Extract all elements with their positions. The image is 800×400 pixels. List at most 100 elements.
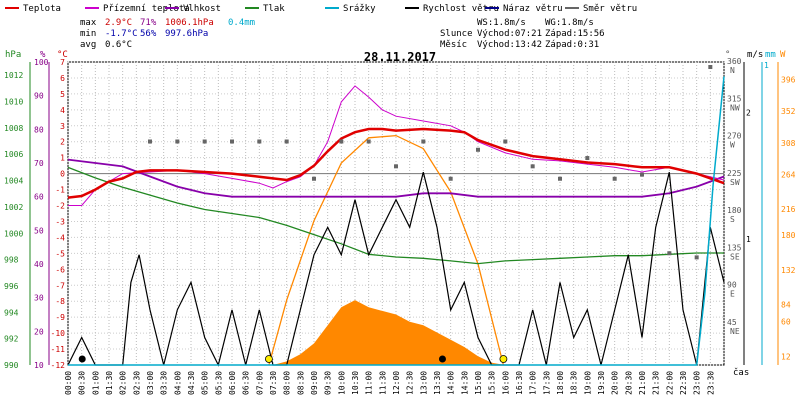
pct-tick-label: 20 [34, 327, 44, 336]
mm-tick-label: 1 [764, 61, 769, 70]
wind-direction-marker [175, 139, 180, 144]
plot-area [67, 65, 725, 367]
x-tick-label: 03:30 [160, 371, 169, 395]
info-moon-label: Měsíc [440, 40, 467, 50]
pct-tick-label: 80 [34, 125, 44, 134]
hpa-axis-label: hPa [5, 50, 21, 60]
c-tick-label: -9 [55, 313, 65, 322]
mm-axis-label: mm [765, 50, 776, 60]
stat-avg-label: avg [80, 40, 96, 50]
x-tick-label: 01:00 [91, 371, 100, 395]
dir-tick-name: S [730, 215, 735, 224]
hpa-tick-label: 992 [4, 335, 19, 344]
dir-tick-name: W [730, 141, 735, 150]
stat-max-label: max [80, 18, 97, 28]
x-tick-label: 17:00 [529, 371, 538, 395]
x-tick-label: 08:00 [283, 371, 292, 395]
legend-label: Srážky [343, 4, 376, 14]
dir-tick-name: NW [730, 103, 740, 112]
wind-direction-marker [421, 139, 426, 144]
wind-direction-marker [476, 147, 480, 152]
x-tick-label: 02:30 [132, 371, 141, 395]
dir-tick-name: E [730, 290, 735, 299]
humidity-line [67, 158, 725, 198]
c-tick-label: -12 [51, 361, 66, 370]
wind-direction-marker [640, 172, 644, 177]
w-tick-label: 132 [781, 266, 796, 275]
stat-max-hum: 71% [140, 18, 157, 28]
info-sun-rise: Východ:07:21 [477, 29, 542, 39]
pressure-line [67, 166, 724, 265]
dir-tick-name: NE [730, 327, 740, 336]
wind-direction-marker [694, 255, 699, 260]
pct-tick-label: 30 [34, 294, 44, 303]
wind-direction-marker [339, 139, 344, 144]
info-moon-rise: Východ:13:42 [477, 40, 542, 50]
c-tick-label: 1 [60, 154, 65, 163]
wind-direction-marker [148, 139, 152, 144]
x-tick-label: 16:30 [515, 371, 524, 395]
w-tick-label: 60 [781, 318, 791, 327]
wind-speed-line [67, 172, 725, 367]
stat-max-press: 1006.1hPa [165, 18, 214, 28]
c-tick-label: -4 [55, 233, 65, 242]
wind-direction-marker [230, 139, 234, 144]
x-tick-label: 01:30 [105, 371, 114, 395]
legend-label: Přízemní teplota [103, 4, 190, 14]
wind-direction-marker [667, 251, 672, 256]
wind-direction-marker [612, 176, 617, 181]
stat-min-temp: -1.7°C [105, 29, 138, 39]
dir-tick-name: N [730, 66, 735, 75]
x-tick-label: 14:00 [447, 371, 456, 395]
x-tick-label: 04:00 [173, 371, 182, 395]
pct-axis-label: % [40, 50, 46, 60]
x-tick-label: 12:30 [406, 371, 415, 395]
x-tick-label: 20:00 [611, 371, 620, 395]
x-tick-label: 21:30 [652, 371, 661, 395]
x-tick-label: 19:00 [583, 371, 592, 395]
chart-title: 28.11.2017 [364, 50, 436, 64]
sun-event-marker [264, 355, 273, 363]
w-tick-label: 84 [781, 300, 791, 309]
moon-event-marker [78, 355, 86, 363]
w-tick-label: 308 [781, 139, 796, 148]
x-tick-label: 22:00 [665, 371, 674, 395]
c-tick-label: 4 [60, 106, 65, 115]
hpa-tick-label: 998 [4, 256, 19, 265]
x-tick-label: 18:30 [570, 371, 579, 395]
legend-label: Směr větru [583, 4, 637, 14]
x-tick-label: 00:30 [78, 371, 87, 395]
c-tick-label: 0 [60, 170, 65, 179]
x-tick-label: 21:00 [638, 371, 647, 395]
c-tick-label: -7 [55, 281, 65, 290]
wind-direction-marker [558, 176, 562, 181]
stats-block: max 2.9°C 71% 1006.1hPa 0.4mm min -1.7°C… [80, 18, 255, 50]
x-tick-label: 10:00 [337, 371, 346, 395]
c-tick-label: 5 [60, 90, 65, 99]
ms-axis-label: m/s [747, 50, 763, 60]
w-tick-label: 264 [781, 171, 796, 180]
dir-tick-deg: 135 [727, 243, 742, 252]
x-tick-label: 00:00 [64, 371, 73, 395]
temperature-line [67, 127, 725, 199]
sun-event-marker [499, 355, 508, 363]
sun-theoretical-curve [268, 134, 505, 366]
ms-tick-label: 1 [746, 235, 751, 244]
x-tick-label: 18:00 [556, 371, 565, 395]
ms-tick-label: 2 [746, 109, 751, 118]
w-tick-label: 352 [781, 107, 796, 116]
c-tick-label: -11 [51, 345, 66, 354]
x-tick-label: 06:30 [242, 371, 251, 395]
moon-event-marker [438, 355, 446, 363]
info-sun-set: Západ:15:56 [545, 29, 605, 39]
hpa-tick-label: 1012 [4, 71, 23, 80]
x-tick-label: 13:00 [419, 371, 428, 395]
c-tick-label: -2 [55, 202, 65, 211]
dir-tick-deg: 315 [727, 94, 742, 103]
x-tick-label: 12:00 [392, 371, 401, 395]
c-tick-label: -10 [51, 329, 66, 338]
c-tick-label: -8 [55, 297, 65, 306]
x-tick-label: 04:30 [187, 371, 196, 395]
wind-direction-marker [312, 176, 316, 181]
